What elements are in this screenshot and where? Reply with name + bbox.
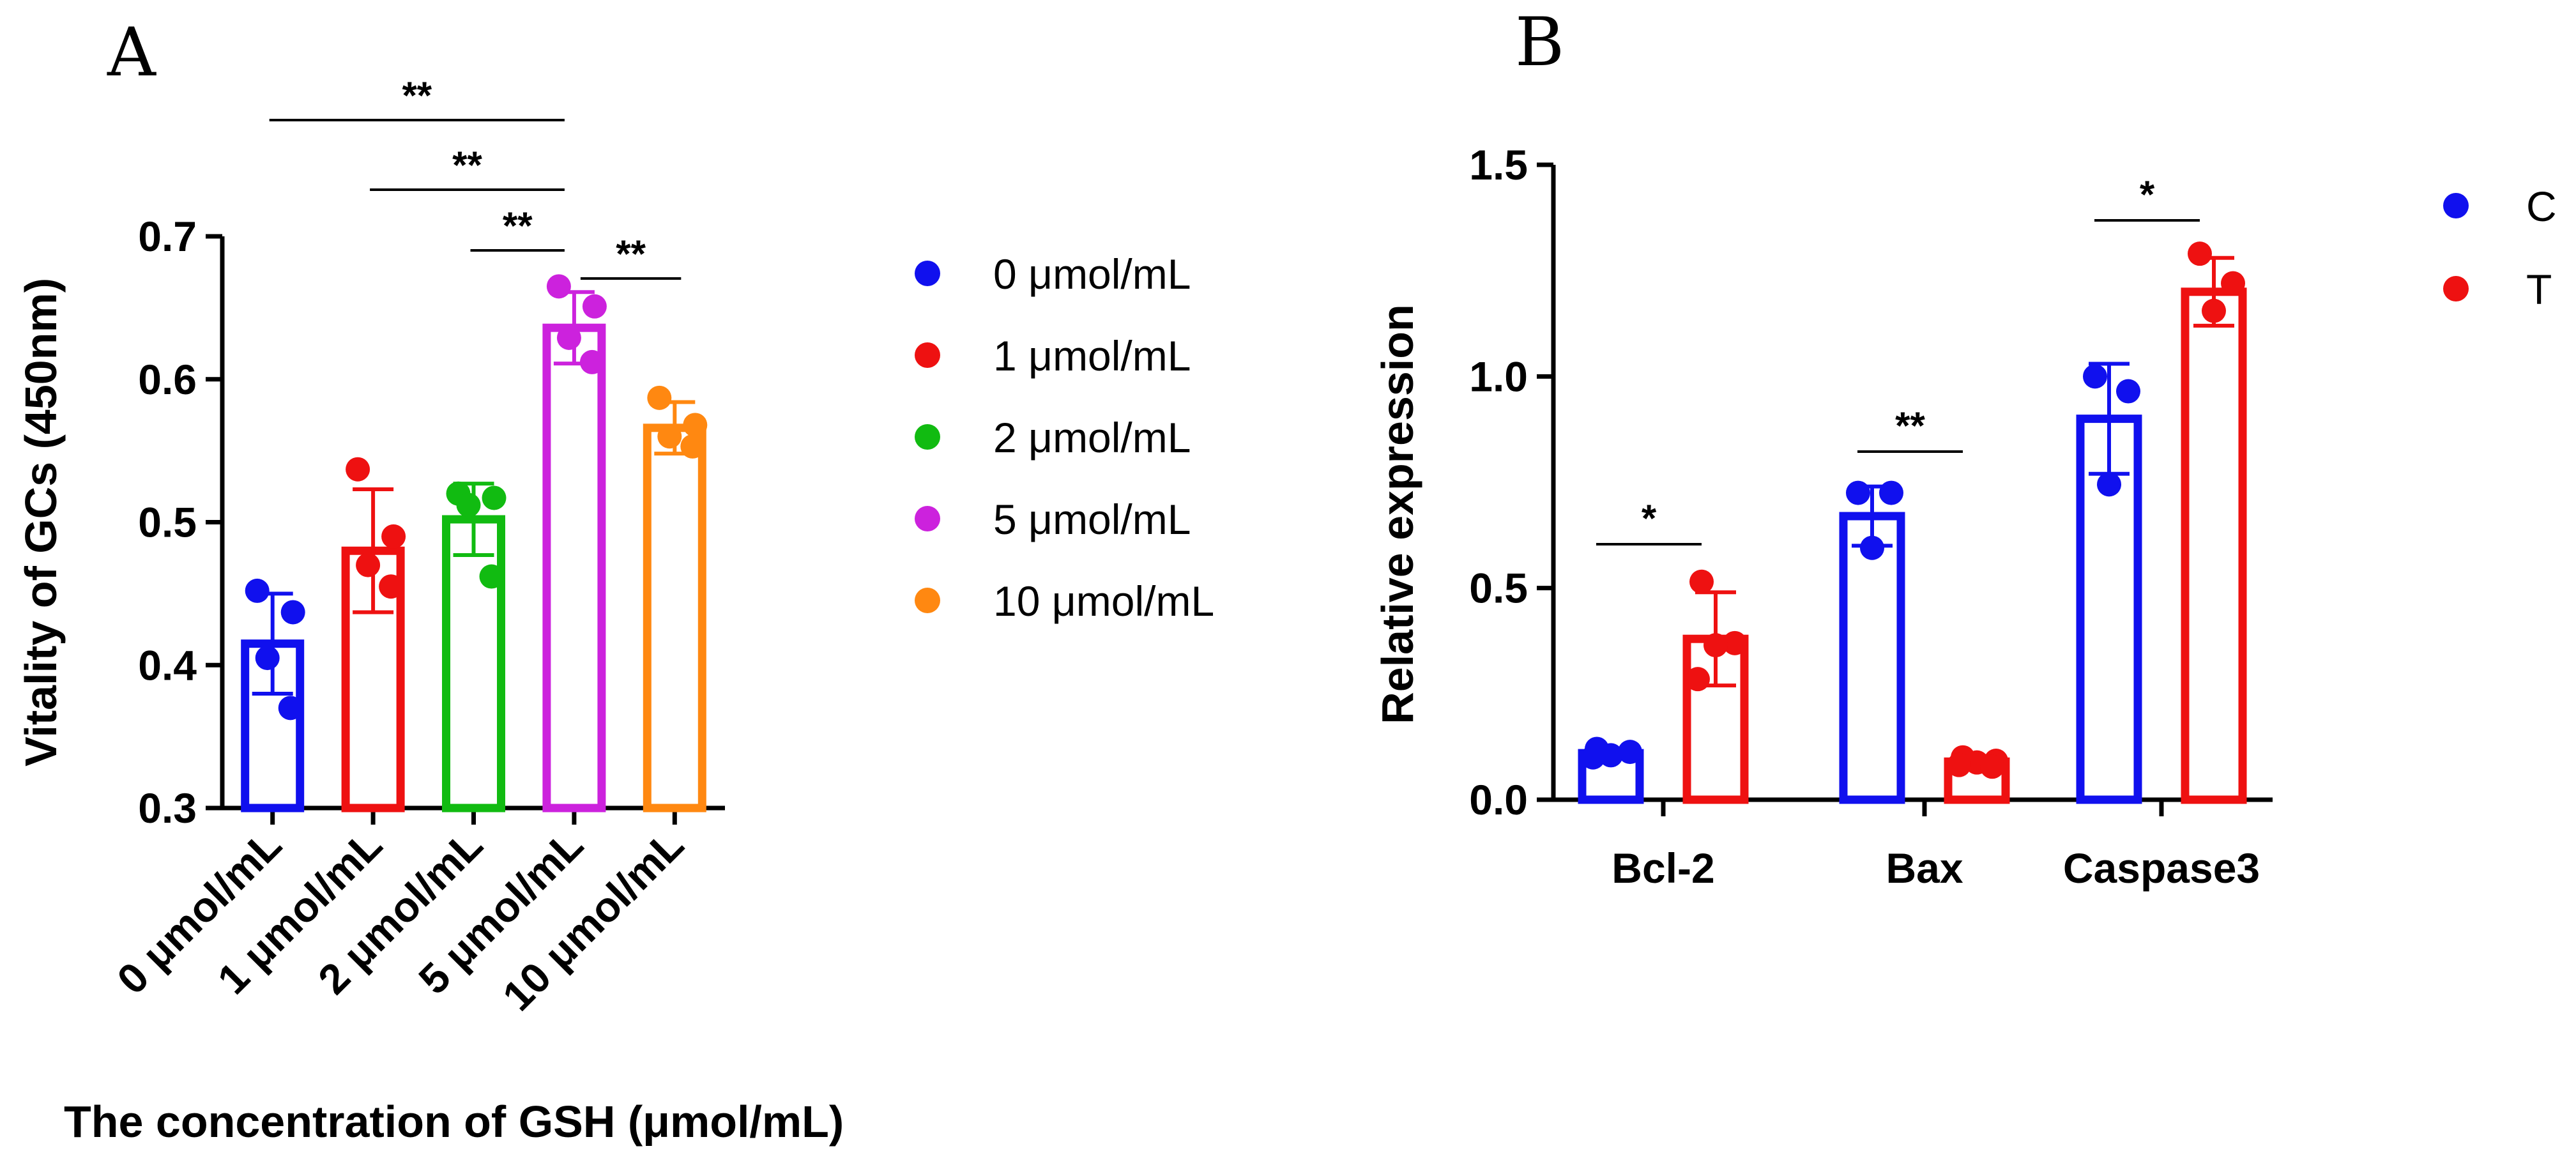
panel-a-data-point <box>680 434 705 459</box>
panel-a-y-tick-label: 0.5 <box>138 499 197 546</box>
panel-b-data-point <box>1860 535 1884 560</box>
panel-b-data-point <box>1599 743 1623 768</box>
panel-a-chart: 0.3 0.4 0.5 0.6 0.7 0 μmol/mL 1 μmol/mL 2 μmol/… <box>16 74 1214 1147</box>
panel-b-x-tick-label: Caspase3 <box>2063 844 2260 892</box>
panel-b-x-tick-label: Bax <box>1886 844 1963 892</box>
panel-a-y-tick-label: 0.6 <box>138 356 197 403</box>
panel-a-significance-label: ** <box>503 204 533 247</box>
panel-b-significance-label: * <box>2140 173 2155 216</box>
panel-a-data-point <box>582 294 607 319</box>
panel-a-data-point <box>346 457 370 482</box>
panel-a-legend: 0 μmol/mL 1 μmol/mL 2 μmol/mL 5 μmol/mL 10 μ… <box>915 250 1214 625</box>
panel-b-y-axis-title: Relative expression <box>1373 304 1422 724</box>
panel-a-legend-marker <box>915 424 940 450</box>
panel-b-data-point <box>2083 364 2107 389</box>
panel-a-x-axis-title: The concentration of GSH (μmol/mL) <box>64 1097 844 1147</box>
panel-a-data-point <box>245 578 270 603</box>
panel-b-legend-marker <box>2443 276 2469 301</box>
panel-b-axes: 0.0 0.5 1.0 1.5 Bcl-2 Bax Caspase3 <box>1469 141 2273 892</box>
panel-b-significance-label: * <box>1642 497 1657 540</box>
panel-b-data-point <box>1689 569 1714 594</box>
panel-b-legend-label: C <box>2526 183 2557 230</box>
panel-a-marks: ** ** ** ** <box>241 74 708 812</box>
panel-a-data-point <box>579 349 604 374</box>
panel-a-y-axis-title: Vitality of GCs (450nm) <box>16 278 66 767</box>
panel-a-bar <box>442 515 505 812</box>
panel-b-x-tick-label: Bcl-2 <box>1612 844 1714 892</box>
panel-a-data-point <box>280 600 305 625</box>
panel-a-legend-marker <box>915 342 940 368</box>
panel-b-data-point <box>2097 472 2121 497</box>
panel-b-y-tick-label: 1.0 <box>1469 353 1528 400</box>
panel-a-legend-marker <box>915 261 940 286</box>
panel-b-data-point <box>1947 752 1971 777</box>
panel-b-data-point <box>1846 480 1870 505</box>
panel-b-data-point <box>1686 667 1710 692</box>
panel-a-bar <box>643 423 706 812</box>
panel-a-y-tick-label: 0.4 <box>138 641 197 689</box>
panel-b-y-tick-label: 1.5 <box>1469 141 1528 188</box>
panel-b-data-point <box>1703 633 1728 658</box>
panel-a-data-point <box>456 492 481 517</box>
panel-a-significance-label: ** <box>616 233 646 275</box>
panel-a-data-point <box>379 574 404 599</box>
panel-a-data-point <box>356 553 381 577</box>
panel-a-legend-marker <box>915 506 940 531</box>
panel-b-y-tick-label: 0.0 <box>1469 776 1528 823</box>
panel-b-data-point <box>2202 298 2226 323</box>
panel-a-data-point <box>255 646 280 671</box>
panel-b-data-point <box>2116 379 2140 404</box>
panel-b-data-point <box>1581 745 1605 770</box>
panel-a-data-point <box>683 413 708 438</box>
panel-a-data-point <box>647 385 672 410</box>
panel-a-data-point <box>482 485 507 510</box>
panel-a-data-point <box>479 564 504 589</box>
panel-a-axes: 0.30.40.50.60.70 μmol/mL1 μmol/mL2 μmol/… <box>108 213 725 1019</box>
panel-a-y-tick-label: 0.7 <box>138 213 197 260</box>
panel-a-data-point <box>657 424 682 449</box>
panel-b-y-tick-label: 0.5 <box>1469 565 1528 612</box>
panel-a-legend-label: 10 μmol/mL <box>993 577 1214 625</box>
panel-b-bar <box>2181 287 2247 804</box>
panel-b-data-point <box>2221 271 2245 296</box>
panel-a-legend-label: 0 μmol/mL <box>993 250 1191 298</box>
panel-b-data-point <box>1723 630 1747 655</box>
panel-a-data-point <box>278 696 303 721</box>
panel-a-significance-label: ** <box>402 74 432 117</box>
panel-a-bar <box>542 323 606 812</box>
panel-b-significance-label: ** <box>1895 404 1925 447</box>
panel-a-data-point <box>381 524 406 549</box>
panel-label-a: A <box>107 13 156 91</box>
panel-b-legend-marker <box>2443 193 2469 218</box>
panel-b-data-point <box>1879 480 1903 505</box>
panel-b-data-point <box>1980 754 2004 779</box>
panel-b-legend: CT <box>2443 183 2557 313</box>
panel-a-data-point <box>546 274 571 299</box>
panel-a-data-point <box>556 325 581 350</box>
panel-a-legend-label: 2 μmol/mL <box>993 414 1191 461</box>
panel-a-legend-marker <box>915 588 940 613</box>
panel-a-y-tick-label: 0.3 <box>138 784 197 832</box>
panel-b-marks: **** <box>1578 173 2247 804</box>
panel-a-legend-label: 5 μmol/mL <box>993 496 1191 543</box>
panel-a-significance-label: ** <box>452 144 482 187</box>
panel-b-data-point <box>2188 241 2212 266</box>
panel-b-legend-label: T <box>2526 266 2552 313</box>
panel-b-data-point <box>1618 740 1642 765</box>
panel-label-b: B <box>1515 3 1564 81</box>
panel-a-legend-label: 1 μmol/mL <box>993 332 1191 379</box>
